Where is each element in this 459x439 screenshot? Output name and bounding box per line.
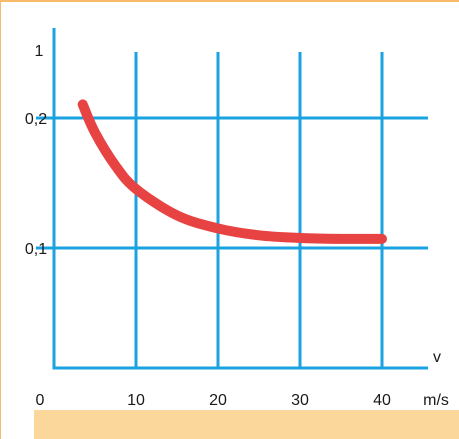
x-axis-label: v	[433, 349, 441, 366]
tick-labels: 0 10 20 30 40 0,1 0,2 1	[25, 43, 391, 409]
x-tick-label-10: 10	[127, 392, 145, 409]
data-curve	[77, 99, 387, 244]
bottom-band	[34, 410, 459, 439]
y-tick-label-1: 1	[35, 43, 44, 60]
x-axis-unit: m/s	[423, 392, 449, 409]
x-tick-label-0: 0	[36, 392, 45, 409]
series-line-0	[77, 99, 387, 244]
x-tick-label-40: 40	[373, 392, 391, 409]
x-tick-label-30: 30	[291, 392, 309, 409]
axes	[52, 28, 428, 370]
y-tick-label-0-1: 0,1	[25, 241, 47, 258]
x-tick-label-20: 20	[209, 392, 227, 409]
grid-lines	[36, 52, 428, 368]
y-tick-label-0-2: 0,2	[25, 111, 47, 128]
